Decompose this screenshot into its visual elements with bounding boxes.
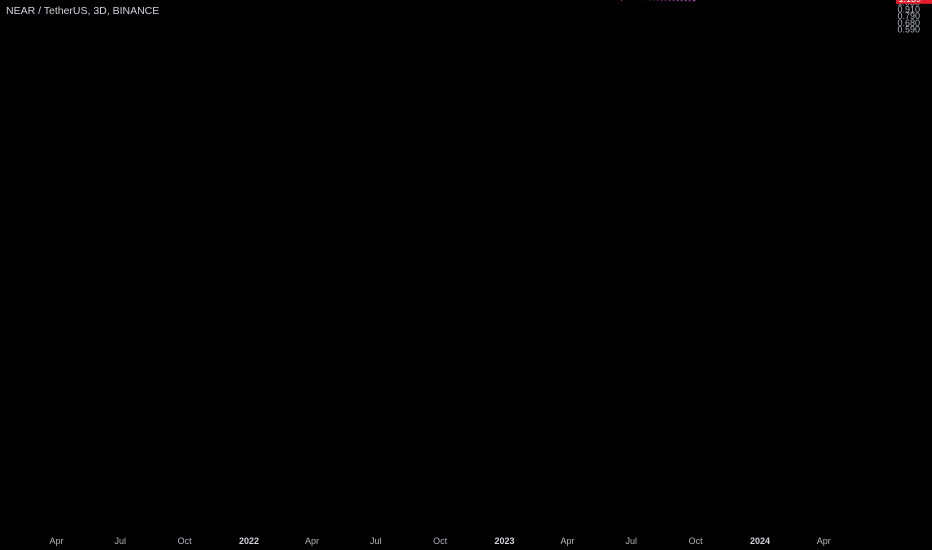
time-tick-label: Oct — [689, 536, 704, 546]
time-tick-label: Jul — [370, 536, 382, 546]
annotation-layer — [109, 0, 759, 1]
time-tick-label: Jul — [625, 536, 637, 546]
time-tick-label: Oct — [178, 536, 193, 546]
time-tick-label: 2022 — [239, 536, 259, 546]
stop-price-badge: 1.139 — [898, 0, 921, 4]
candles-layer — [0, 0, 633, 1]
time-tick-label: 2023 — [494, 536, 514, 546]
time-tick-label: 2024 — [750, 536, 770, 546]
price-tick-label: 0.590 — [897, 25, 920, 35]
time-tick-label: Apr — [817, 536, 831, 546]
time-tick-label: Apr — [305, 536, 319, 546]
time-tick-label: Apr — [560, 536, 574, 546]
time-axis: Apr Jul Oct 2022 Apr Jul Oct 2023 Apr Jul Oct 2024 A… — [49, 536, 830, 546]
time-tick-label: Oct — [433, 536, 448, 546]
time-tick-label: Apr — [49, 536, 63, 546]
time-tick-label: Jul — [114, 536, 126, 546]
lower-trendline — [109, 0, 696, 1]
price-axis-bg — [890, 0, 932, 550]
